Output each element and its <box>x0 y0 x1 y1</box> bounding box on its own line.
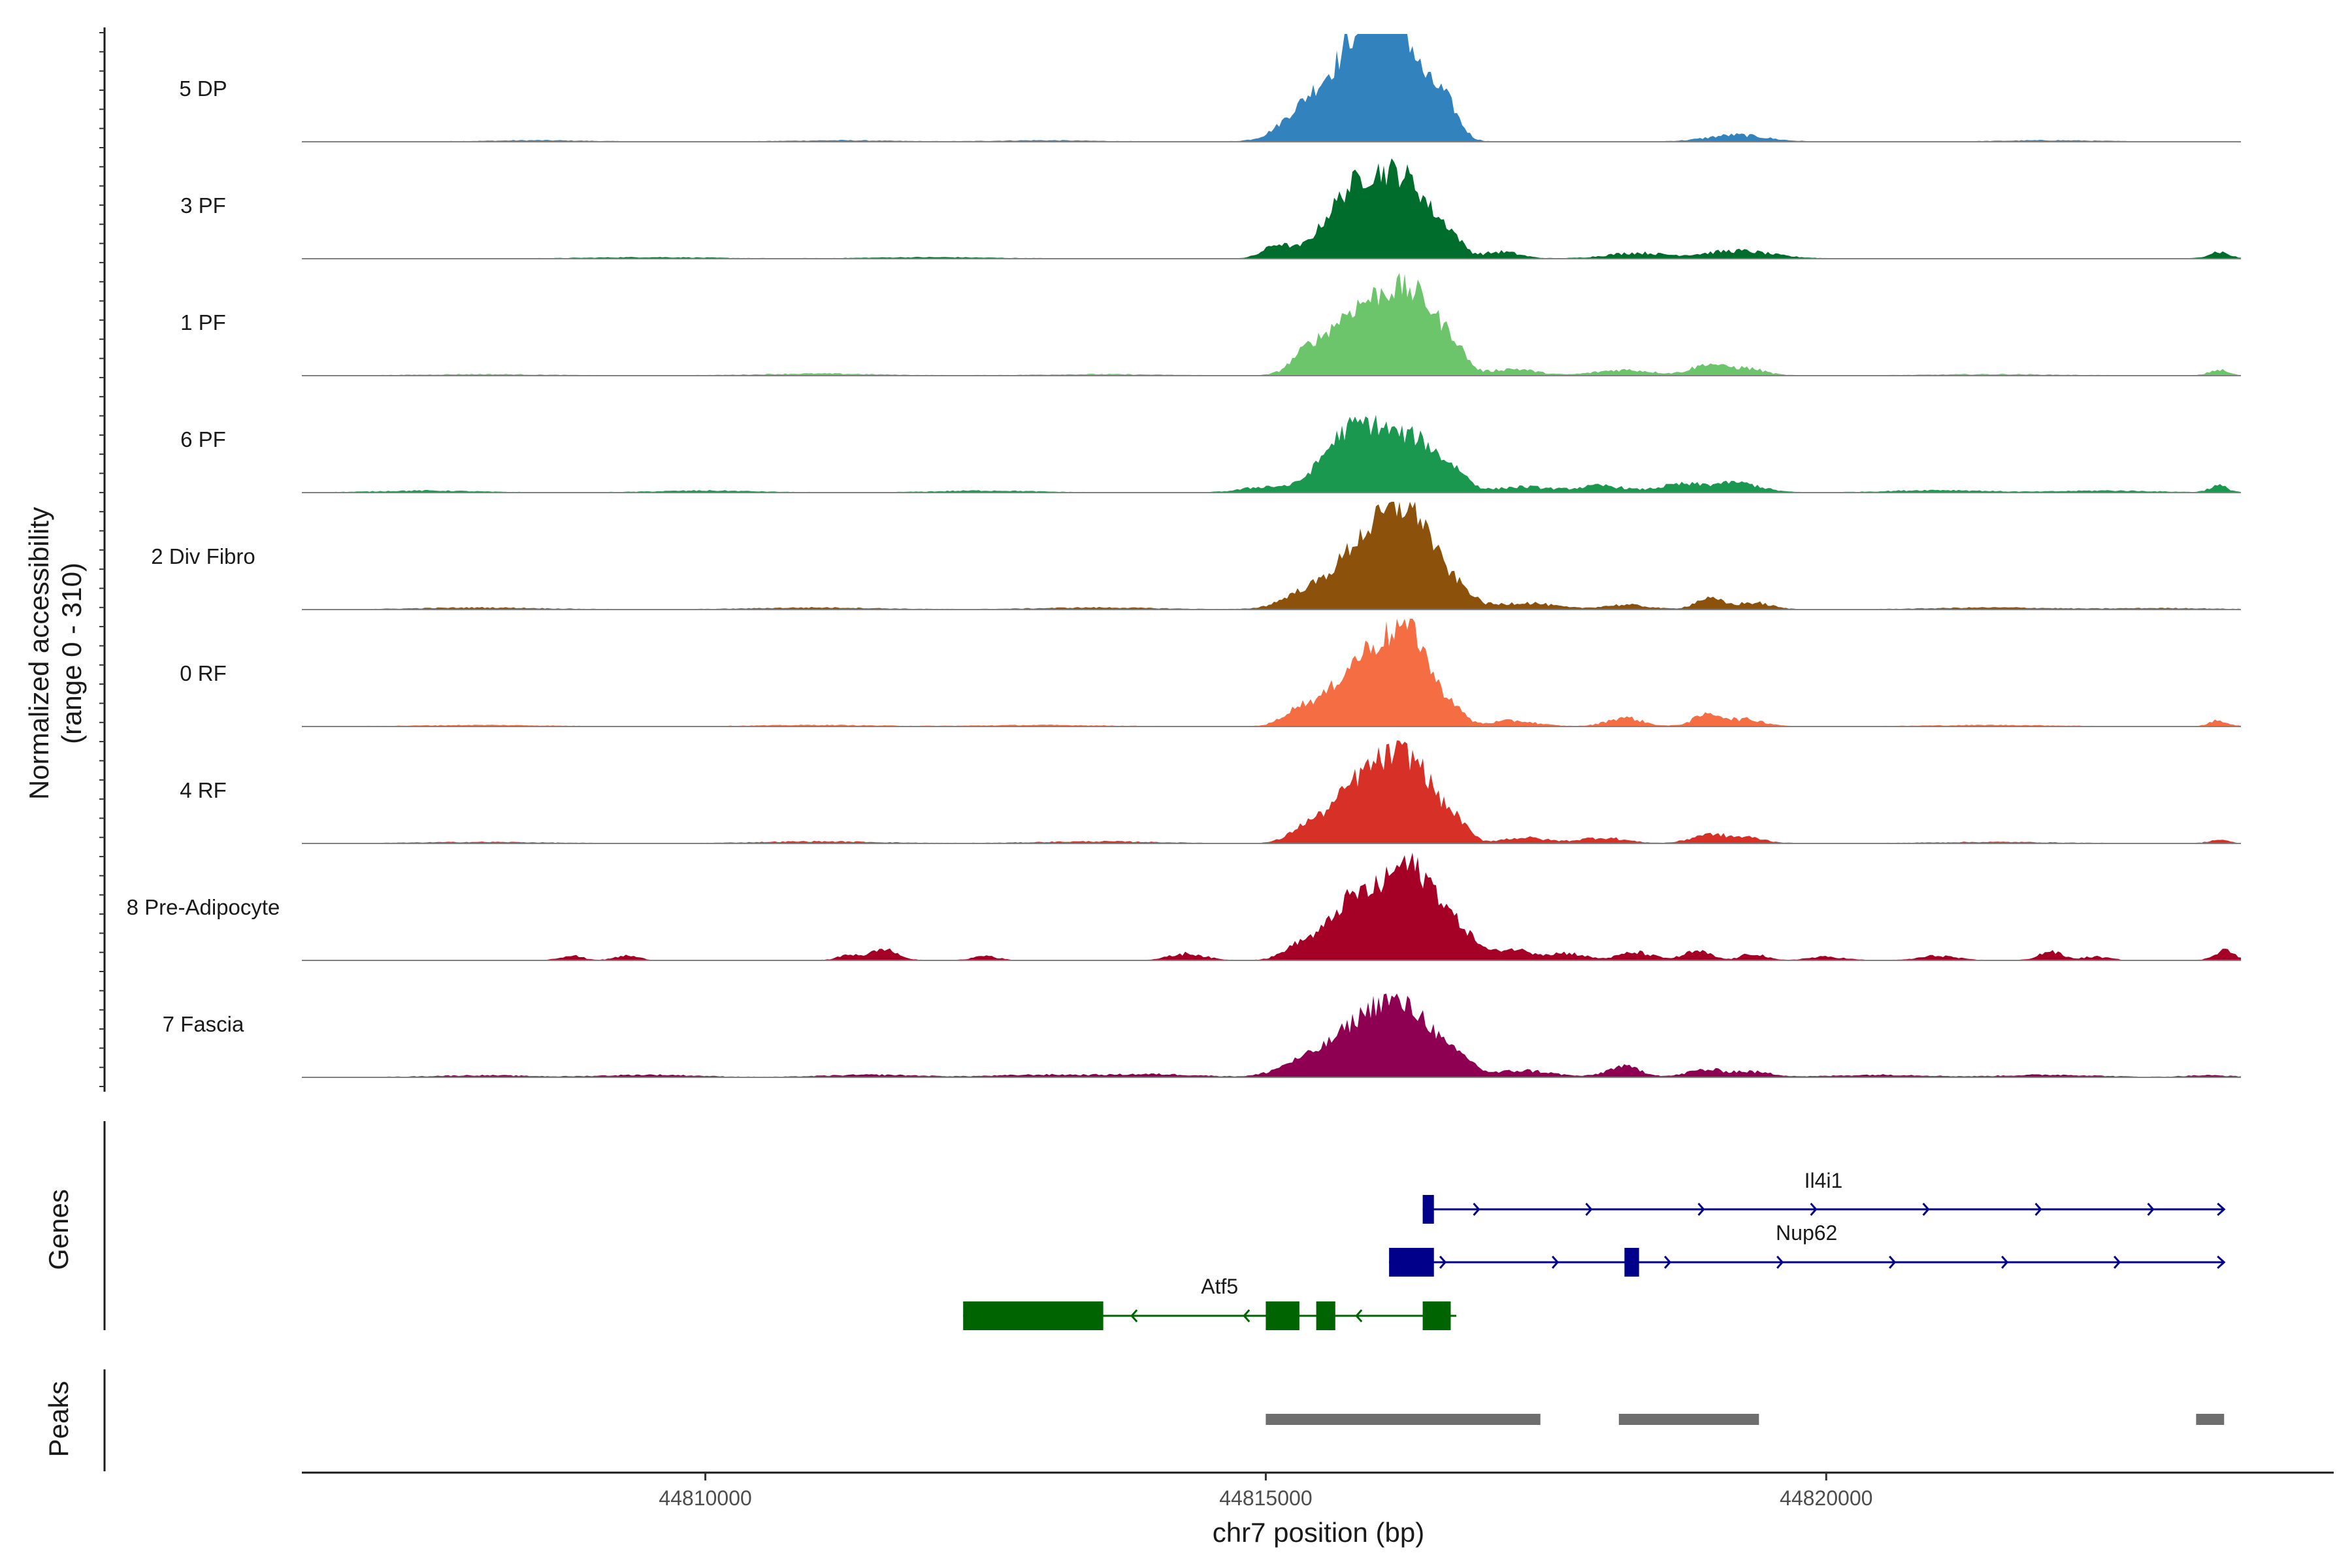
strand-arrow <box>1355 1309 1363 1322</box>
strand-arrow <box>1776 1256 1784 1269</box>
exon <box>963 1301 1103 1330</box>
strand-arrow <box>1243 1309 1250 1322</box>
gene-label: Atf5 <box>1201 1275 1238 1298</box>
track-1: 5 DP <box>179 34 2241 142</box>
track-5: 2 Div Fibro <box>151 502 2241 610</box>
strand-arrow <box>2147 1203 2155 1216</box>
coverage-area <box>302 740 2241 843</box>
exon <box>1624 1248 1639 1277</box>
exon <box>1316 1301 1335 1330</box>
strand-arrow <box>2034 1203 2042 1216</box>
coverage-area <box>302 993 2241 1077</box>
strand-arrow <box>1130 1309 1138 1322</box>
strand-arrow <box>1664 1256 1672 1269</box>
strand-arrow <box>1810 1203 1818 1216</box>
peaks-panel-title: Peaks <box>43 1381 74 1458</box>
coverage-area <box>302 853 2241 960</box>
x-tick-label: 44810000 <box>659 1486 751 1510</box>
track-label: 1 PF <box>180 310 226 335</box>
peaks-panel: Peaks <box>43 1369 2225 1471</box>
strand-arrow <box>2217 1202 2226 1217</box>
track-8: 8 Pre-Adipocyte <box>127 853 2241 961</box>
track-3: 1 PF <box>180 272 2241 376</box>
y-axis-range-label: (range 0 - 310) <box>56 563 87 744</box>
strand-arrow <box>1585 1203 1593 1216</box>
gene-label: Il4i1 <box>1805 1169 1843 1192</box>
x-axis-title: chr7 position (bp) <box>1213 1517 1425 1548</box>
exon <box>1266 1301 1299 1330</box>
accessibility-y-axis: Normalized accessibility (range 0 - 310) <box>24 27 106 1092</box>
track-label: 5 DP <box>179 76 227 101</box>
peak-region <box>1618 1414 1759 1425</box>
track-2: 3 PF <box>180 158 2241 259</box>
coverage-area <box>302 502 2241 610</box>
x-tick-label: 44820000 <box>1780 1486 1872 1510</box>
gene-il4i1: Il4i1 <box>1422 1169 2226 1224</box>
strand-arrow <box>1473 1203 1480 1216</box>
y-axis-title: Normalized accessibility <box>24 507 54 800</box>
exon <box>1422 1301 1451 1330</box>
peak-region <box>2196 1414 2225 1425</box>
track-label: 4 RF <box>180 778 227 802</box>
x-tick-label: 44815000 <box>1219 1486 1312 1510</box>
strand-arrow <box>1552 1256 1560 1269</box>
coverage-area <box>302 34 2241 142</box>
coverage-area <box>302 619 2241 727</box>
track-4: 6 PF <box>180 414 2241 493</box>
strand-arrow <box>2217 1255 2226 1269</box>
track-label: 8 Pre-Adipocyte <box>127 895 280 919</box>
coverage-area <box>302 272 2241 376</box>
coverage-tracks: 5 DP 3 PF 1 PF 6 PF 2 Div Fibro 0 RF 4 RF 8 Pre… <box>127 34 2241 1078</box>
gene-label: Nup62 <box>1776 1221 1837 1245</box>
strand-arrow <box>1439 1256 1447 1269</box>
strand-arrow <box>1922 1203 1930 1216</box>
exon <box>1389 1248 1434 1277</box>
track-label: 6 PF <box>180 427 226 451</box>
strand-arrow <box>2001 1256 2009 1269</box>
exon <box>1422 1195 1434 1224</box>
strand-arrow <box>1697 1203 1705 1216</box>
gene-nup62: Nup62 <box>1389 1221 2226 1277</box>
strand-arrow <box>2114 1256 2121 1269</box>
genes-panel-title: Genes <box>43 1189 74 1270</box>
coverage-area <box>302 414 2241 493</box>
strand-arrow <box>1889 1256 1897 1269</box>
track-7: 4 RF <box>180 740 2241 844</box>
genes-panel: Genes Il4i1 Nup62 Atf5 <box>43 1121 2226 1330</box>
track-label: 7 Fascia <box>163 1012 244 1036</box>
x-axis: chr7 position (bp) 44810000 44815000 44820… <box>302 1471 2334 1548</box>
peak-region <box>1266 1414 1541 1425</box>
track-label: 0 RF <box>180 661 227 685</box>
track-6: 0 RF <box>180 619 2241 727</box>
track-label: 2 Div Fibro <box>151 544 255 568</box>
track-label: 3 PF <box>180 193 226 218</box>
gene-atf5: Atf5 <box>963 1275 1457 1330</box>
track-9: 7 Fascia <box>163 993 2241 1078</box>
coverage-area <box>302 158 2241 259</box>
